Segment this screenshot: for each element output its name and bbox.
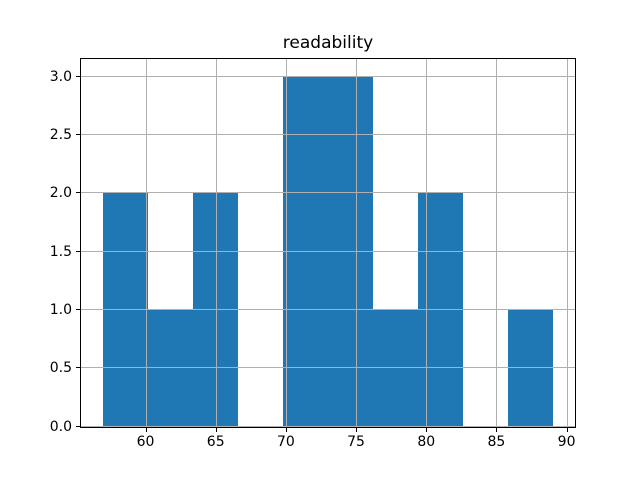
- y-tick-label: 0.0: [49, 418, 72, 435]
- x-tick-mark: [215, 426, 217, 432]
- y-tick-mark: [76, 192, 81, 194]
- x-tick-mark: [426, 426, 428, 432]
- ticks-layer: 60 65 70 75 80 85 90 0.0 0.5 1.0 1.5 2.0 2.5 3.0: [50, 59, 576, 450]
- gridline-vertical: [285, 59, 287, 427]
- y-tick-mark: [76, 425, 81, 427]
- x-tick-mark: [566, 426, 568, 432]
- histogram-bar: [372, 309, 418, 427]
- x-tick-mark: [285, 426, 287, 432]
- y-tick-label: 1.0: [49, 301, 72, 318]
- x-tick-label: 90: [557, 433, 576, 450]
- histogram-bar: [507, 309, 553, 427]
- y-tick-mark: [76, 250, 81, 252]
- gridline-vertical: [215, 59, 217, 427]
- x-tick-label: 65: [206, 433, 225, 450]
- y-tick-label: 3.0: [49, 68, 72, 85]
- gridline-horizontal: [81, 367, 575, 369]
- gridline-horizontal: [81, 75, 575, 77]
- plot-area: 60 65 70 75 80 85 90 0.0 0.5 1.0 1.5 2.0 2.5 3.0: [50, 58, 576, 450]
- x-tick-mark: [145, 426, 147, 432]
- x-tick-mark: [356, 426, 358, 432]
- histogram-bar: [148, 309, 194, 427]
- x-tick-mark: [496, 426, 498, 432]
- gridline-horizontal: [81, 250, 575, 252]
- gridline-horizontal: [81, 308, 575, 310]
- y-tick-mark: [76, 367, 81, 369]
- y-tick-label: 2.0: [49, 185, 72, 202]
- y-tick-mark: [76, 75, 81, 77]
- x-tick-label: 75: [347, 433, 365, 450]
- grid-layer: [81, 59, 575, 427]
- x-tick-label: 70: [276, 433, 295, 450]
- gridline-vertical: [496, 59, 498, 427]
- chart-title: readability: [282, 33, 374, 53]
- gridline-vertical: [426, 59, 428, 427]
- y-tick-mark: [76, 308, 81, 310]
- x-tick-label: 80: [417, 433, 436, 450]
- gridline-horizontal: [81, 133, 575, 135]
- gridline-vertical: [145, 59, 147, 427]
- y-tick-label: 0.5: [49, 360, 72, 377]
- y-tick-label: 1.5: [49, 243, 72, 260]
- x-tick-label: 60: [136, 433, 155, 450]
- gridline-vertical: [566, 59, 568, 427]
- y-tick-mark: [76, 133, 81, 135]
- gridline-horizontal: [81, 425, 575, 427]
- x-tick-label: 85: [487, 433, 506, 450]
- gridline-horizontal: [81, 192, 575, 194]
- y-tick-label: 2.5: [49, 126, 72, 143]
- gridline-vertical: [356, 59, 358, 427]
